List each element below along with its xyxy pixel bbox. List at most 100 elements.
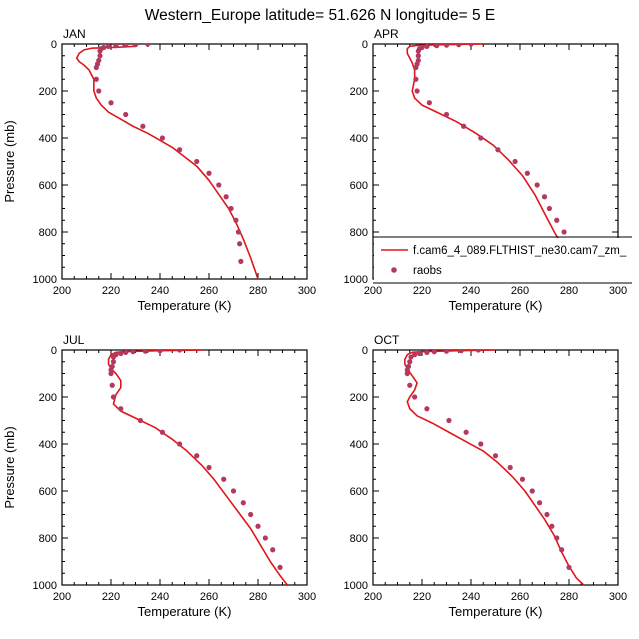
y-tick-label: 200 [39, 392, 57, 404]
obs-point [177, 147, 183, 153]
obs-point [237, 241, 243, 247]
obs-point [443, 111, 450, 118]
data-layer [75, 44, 259, 279]
obs-point [519, 476, 526, 482]
obs-point [424, 44, 430, 49]
y-tick-label: 1000 [33, 274, 57, 286]
obs-point [554, 217, 560, 223]
obs-point [413, 76, 419, 82]
y-tick-label: 400 [39, 133, 57, 145]
obs-point [416, 350, 423, 357]
y-tick-label: 1000 [33, 580, 57, 592]
obs-point [413, 64, 419, 71]
obs-point [546, 205, 553, 212]
obs-point [277, 564, 283, 570]
obs-point [221, 476, 227, 482]
x-tick-label: 300 [609, 285, 627, 297]
obs-point [461, 123, 467, 129]
x-tick-label: 260 [511, 591, 529, 603]
obs-point [132, 44, 139, 48]
x-tick-label: 240 [151, 285, 169, 297]
obs-point [238, 258, 244, 264]
y-tick-label: 0 [51, 39, 57, 51]
obs-point [541, 194, 548, 200]
x-tick-label: 220 [413, 591, 431, 603]
x-tick-label: 240 [462, 285, 480, 297]
y-axis-label: Pressure (mb) [2, 120, 17, 202]
y-tick-label: 1000 [344, 580, 368, 592]
obs-point [529, 488, 535, 494]
obs-point [415, 48, 421, 54]
data-layer [406, 44, 580, 279]
x-axis-label: Temperature (K) [138, 604, 232, 619]
legend-bg [374, 238, 632, 282]
obs-point [109, 382, 115, 388]
y-tick-label: 600 [39, 180, 57, 192]
obs-point [177, 350, 183, 353]
x-tick-label: 200 [364, 591, 382, 603]
obs-point [443, 44, 450, 48]
y-tick-label: 200 [350, 86, 368, 98]
obs-point [443, 350, 450, 354]
obs-point [255, 523, 261, 529]
obs-point [431, 350, 437, 355]
data-layer [107, 350, 289, 585]
x-tick-label: 220 [102, 285, 120, 297]
x-axis-label: Temperature (K) [449, 604, 543, 619]
y-tick-label: 800 [350, 533, 368, 545]
legend-obs-label: raobs [413, 265, 442, 277]
x-tick-label: 240 [462, 591, 480, 603]
x-tick-label: 260 [200, 591, 218, 603]
panel-title: JAN [63, 27, 86, 41]
obs-point [458, 350, 464, 354]
obs-point [534, 182, 540, 188]
figure-title: Western_Europe latitude= 51.626 N longit… [145, 7, 495, 24]
x-axis-label: Temperature (K) [138, 298, 232, 313]
panel-jul: 200 220 240 260 280 300 0 200 400 600 800 1000 JUL Te… [2, 333, 316, 619]
obs-point [544, 511, 550, 518]
obs-point [105, 44, 112, 49]
model-series-line [75, 45, 259, 279]
y-tick-label: 800 [39, 533, 57, 545]
obs-point [228, 205, 234, 212]
obs-point [140, 123, 146, 129]
y-tick-label: 200 [350, 392, 368, 404]
panel-title: JUL [63, 333, 85, 347]
obs-point [414, 88, 420, 94]
legend-obs-swatch [391, 267, 397, 273]
obs-point [554, 535, 560, 541]
panel-title: OCT [374, 333, 400, 347]
obs-point [446, 417, 452, 424]
y-tick-label: 0 [362, 345, 368, 357]
obs-point [157, 350, 163, 354]
y-tick-label: 600 [350, 486, 368, 498]
x-tick-label: 200 [53, 285, 71, 297]
obs-point [113, 44, 119, 49]
panels-group: 200 220 240 260 280 300 0 200 400 600 800 1000 JAN Te… [2, 27, 632, 619]
obs-point [145, 44, 151, 47]
panel-jan: 200 220 240 260 280 300 0 200 400 600 800 1000 JAN Te… [2, 27, 316, 313]
obs-point [478, 441, 484, 447]
x-tick-label: 300 [298, 591, 316, 603]
obs-point [426, 100, 432, 106]
obs-point [248, 511, 254, 518]
obs-point [270, 547, 276, 553]
x-tick-label: 280 [560, 591, 578, 603]
obs-point [408, 354, 414, 360]
obs-point [478, 135, 484, 141]
x-tick-label: 240 [151, 591, 169, 603]
obs-point [97, 53, 103, 59]
obs-point [206, 170, 212, 176]
obs-point [130, 350, 136, 355]
obs-point [404, 370, 410, 377]
x-tick-label: 200 [53, 591, 71, 603]
obs-point [561, 229, 567, 235]
y-tick-label: 400 [350, 439, 368, 451]
panel-title: APR [374, 27, 399, 41]
obs-point [233, 217, 239, 223]
obs-point [240, 500, 246, 506]
obs-point [230, 488, 237, 494]
x-tick-label: 200 [364, 285, 382, 297]
obs-point [142, 350, 148, 354]
obs-point [108, 100, 114, 106]
